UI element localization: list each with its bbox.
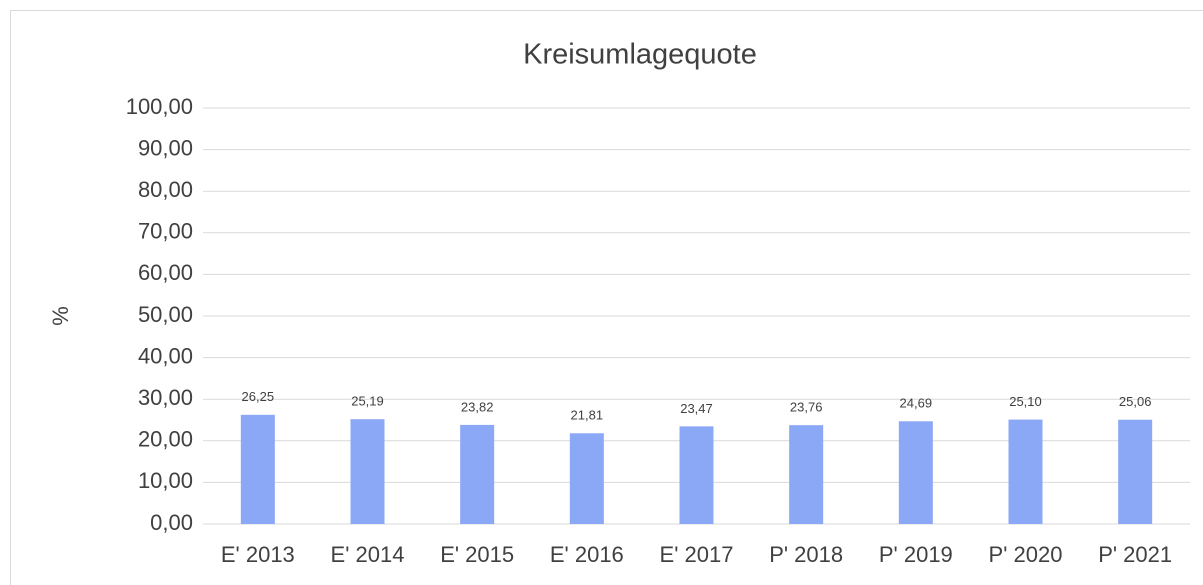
bar <box>460 424 495 524</box>
y-tick-label: 80,00 <box>138 177 193 202</box>
y-tick-label: 50,00 <box>138 302 193 327</box>
data-label: 24,69 <box>900 396 933 411</box>
x-tick-label: E' 2013 <box>221 542 295 567</box>
data-label: 25,19 <box>351 394 384 409</box>
x-tick-label: P' 2018 <box>769 542 843 567</box>
y-tick-label: 60,00 <box>138 260 193 285</box>
chart-title: Kreisumlagequote <box>523 39 757 71</box>
x-tick-label: E' 2014 <box>331 542 405 567</box>
data-label: 26,25 <box>242 389 275 404</box>
chart-border <box>10 10 1203 585</box>
bar <box>240 414 275 524</box>
y-tick-label: 70,00 <box>138 219 193 244</box>
x-tick-label: P' 2020 <box>989 542 1063 567</box>
x-tick-label: E' 2015 <box>440 542 514 567</box>
y-tick-label: 90,00 <box>138 135 193 160</box>
x-tick-label: E' 2016 <box>550 542 624 567</box>
x-tick-label: P' 2019 <box>879 542 953 567</box>
y-tick-label: 100,00 <box>126 94 193 119</box>
bar <box>350 419 385 524</box>
bar <box>1008 419 1043 524</box>
data-label: 25,10 <box>1009 394 1042 409</box>
x-tick-label: P' 2021 <box>1098 542 1172 567</box>
bar <box>898 421 933 524</box>
y-tick-label: 40,00 <box>138 343 193 368</box>
data-label: 23,47 <box>680 401 713 416</box>
y-tick-label: 30,00 <box>138 385 193 410</box>
y-tick-label: 20,00 <box>138 427 193 452</box>
y-tick-label: 0,00 <box>150 510 193 535</box>
bar <box>679 426 714 524</box>
x-tick-label: E' 2017 <box>660 542 734 567</box>
y-tick-label: 10,00 <box>138 468 193 493</box>
y-axis-label: % <box>48 306 73 326</box>
data-label: 23,82 <box>461 399 494 414</box>
bar <box>1118 419 1153 524</box>
bar <box>569 433 604 524</box>
data-label: 23,76 <box>790 400 823 415</box>
bar <box>789 425 824 524</box>
data-label: 21,81 <box>571 408 604 423</box>
data-label: 25,06 <box>1119 394 1152 409</box>
